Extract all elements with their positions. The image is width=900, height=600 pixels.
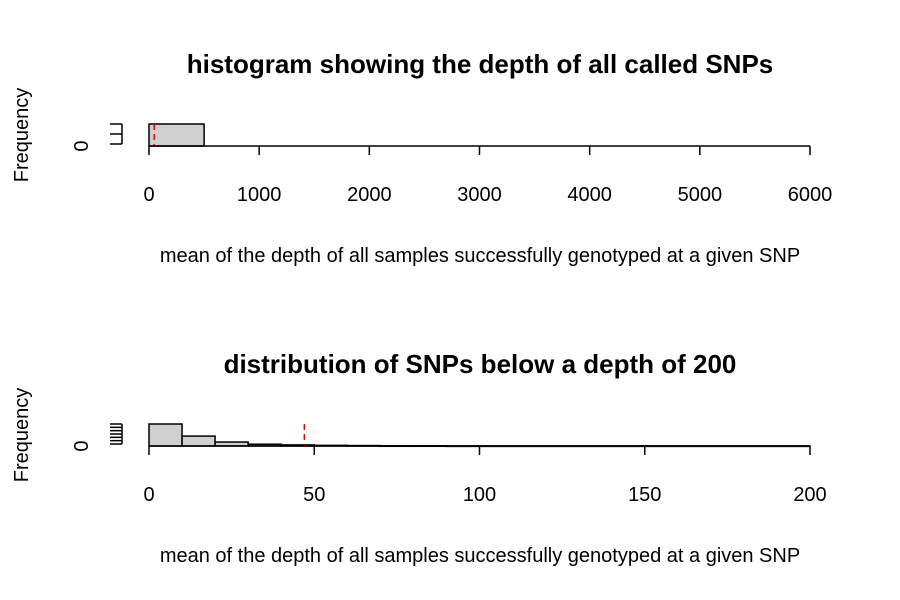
x-tick-label: 1000 bbox=[237, 184, 282, 206]
histogram-panel-2: distribution of SNPs below a depth of 20… bbox=[11, 349, 827, 567]
x-tick-label: 5000 bbox=[678, 184, 723, 206]
bars-2 bbox=[148, 423, 811, 448]
x-tick-label: 3000 bbox=[457, 184, 502, 206]
x-axis-label-2: mean of the depth of all samples success… bbox=[160, 545, 800, 567]
x-axis-1: 0 1000 2000 3000 4000 5000 6000 bbox=[143, 145, 833, 206]
chart-title-2: distribution of SNPs below a depth of 20… bbox=[224, 349, 737, 379]
y-axis-label-2: Frequency bbox=[11, 388, 33, 483]
y-axis-1: 0 bbox=[71, 123, 123, 152]
x-tick-label: 6000 bbox=[788, 184, 833, 206]
x-tick-label: 0 bbox=[143, 184, 154, 206]
x-tick-label: 200 bbox=[793, 484, 826, 506]
histogram-panel-1: histogram showing the depth of all calle… bbox=[11, 49, 832, 267]
y-axis-2: 0 bbox=[71, 423, 123, 452]
histogram-bar bbox=[181, 435, 216, 447]
x-tick-label: 50 bbox=[303, 484, 325, 506]
chart-title-1: histogram showing the depth of all calle… bbox=[187, 49, 774, 79]
x-tick-label: 0 bbox=[143, 484, 154, 506]
bars-1 bbox=[148, 123, 205, 147]
x-tick-label: 150 bbox=[628, 484, 661, 506]
histogram-bar bbox=[148, 423, 183, 447]
histogram-bar bbox=[148, 123, 205, 147]
y-tick-label: 0 bbox=[71, 140, 93, 151]
x-tick-label: 2000 bbox=[347, 184, 392, 206]
x-axis-label-1: mean of the depth of all samples success… bbox=[160, 245, 800, 267]
x-tick-label: 4000 bbox=[567, 184, 612, 206]
x-tick-label: 100 bbox=[463, 484, 496, 506]
x-axis-2: 0 50 100 150 200 bbox=[143, 445, 827, 506]
y-tick-label: 0 bbox=[71, 440, 93, 451]
y-axis-label-1: Frequency bbox=[11, 88, 33, 183]
